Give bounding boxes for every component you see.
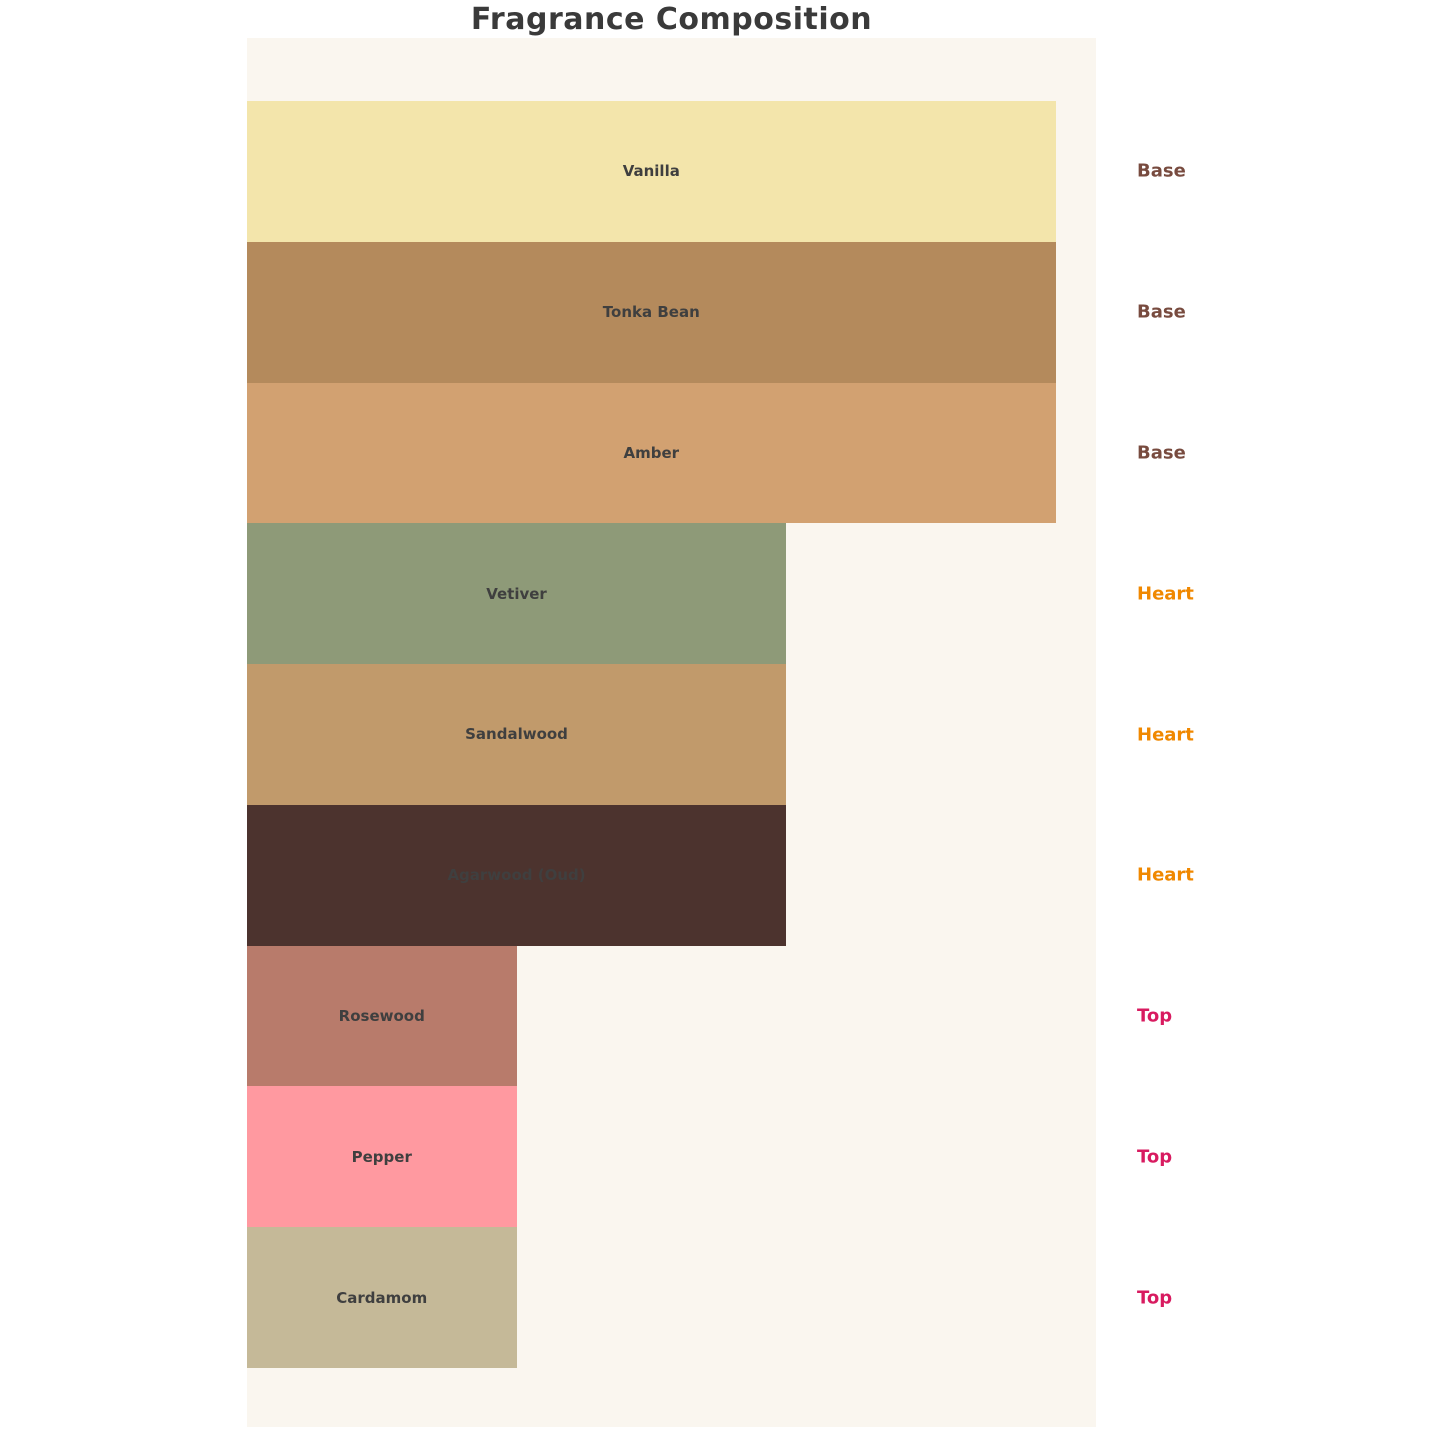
note-bar-pepper: Pepper — [247, 1086, 517, 1228]
note-label-tonka-bean: Tonka Bean — [602, 303, 700, 322]
tier-label-top-8: Top — [1137, 1287, 1173, 1309]
tier-label-top-6: Top — [1137, 1005, 1173, 1027]
note-label-cardamom: Cardamom — [336, 1288, 428, 1307]
note-label-sandalwood: Sandalwood — [465, 725, 568, 744]
tier-label-top-7: Top — [1137, 1146, 1173, 1168]
note-bar-amber: Amber — [247, 382, 1056, 524]
tier-label-base-0: Base — [1137, 160, 1186, 182]
note-bar-agarwood-oud: Agarwood (Oud) — [247, 804, 787, 946]
tier-label-heart-5: Heart — [1137, 864, 1194, 886]
tier-label-heart-3: Heart — [1137, 583, 1194, 605]
note-label-amber: Amber — [623, 443, 680, 462]
plot-area: Vanilla Tonka Bean Amber Vetiver Sandalwood A… — [247, 38, 1096, 1427]
note-label-vetiver: Vetiver — [486, 584, 547, 603]
note-label-pepper: Pepper — [351, 1147, 412, 1166]
note-bar-sandalwood: Sandalwood — [247, 664, 787, 805]
tier-label-base-2: Base — [1137, 442, 1186, 464]
note-bar-vetiver: Vetiver — [247, 523, 787, 665]
note-bar-vanilla: Vanilla — [247, 101, 1056, 242]
note-label-vanilla: Vanilla — [622, 162, 680, 181]
note-bar-tonka-bean: Tonka Bean — [247, 241, 1056, 383]
note-label-agarwood-oud: Agarwood (Oud) — [447, 866, 586, 885]
chart-title: Fragrance Composition — [470, 2, 873, 37]
note-bar-rosewood: Rosewood — [247, 945, 517, 1087]
note-bar-cardamom: Cardamom — [247, 1227, 517, 1368]
tier-label-heart-4: Heart — [1137, 724, 1194, 745]
note-label-rosewood: Rosewood — [338, 1007, 425, 1026]
tier-label-base-1: Base — [1137, 301, 1186, 323]
